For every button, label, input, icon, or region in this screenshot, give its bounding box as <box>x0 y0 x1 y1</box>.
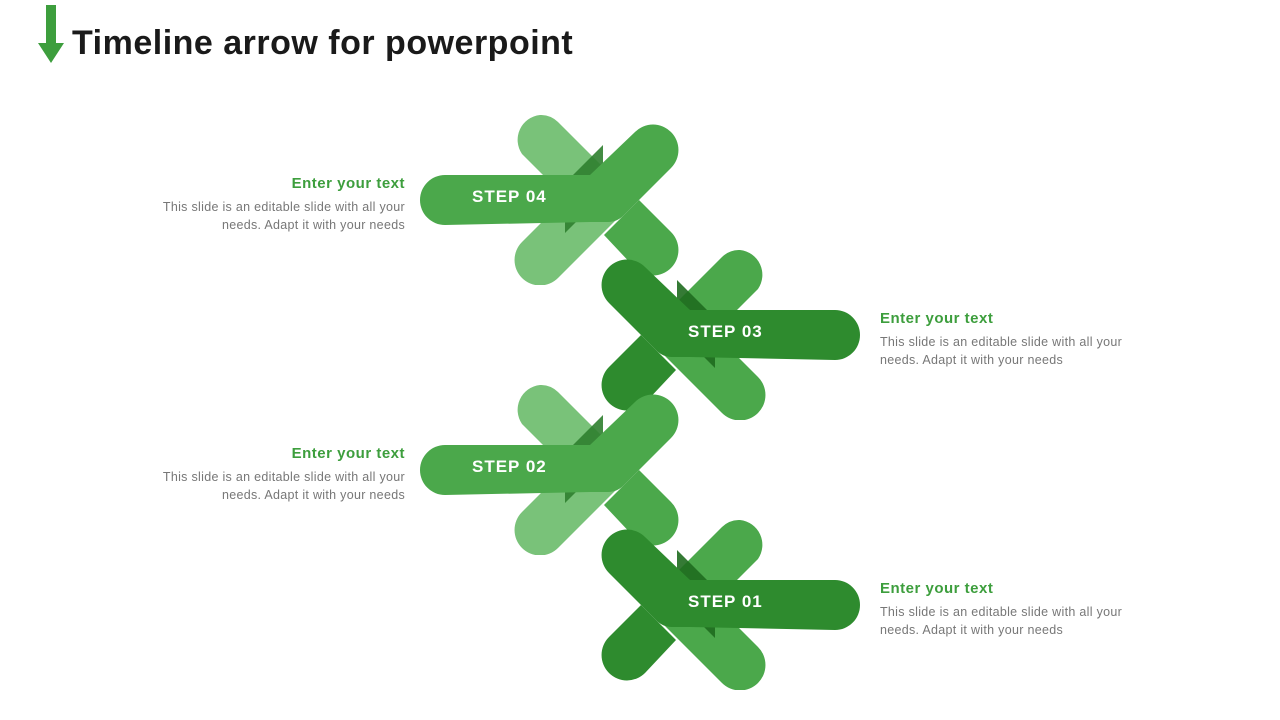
step-label-1: STEP 01 <box>688 592 763 612</box>
step-text-4: Enter your text This slide is an editable… <box>145 175 405 234</box>
step-heading-1: Enter your text <box>880 580 1140 597</box>
step-text-3: Enter your text This slide is an editable… <box>880 310 1140 369</box>
step-body-4: This slide is an editable slide with all… <box>145 198 405 234</box>
step-body-2: This slide is an editable slide with all… <box>145 468 405 504</box>
step-label-3: STEP 03 <box>688 322 763 342</box>
step-body-3: This slide is an editable slide with all… <box>880 333 1140 369</box>
title-arrow-icon <box>38 5 64 63</box>
step-label-4: STEP 04 <box>472 187 547 207</box>
step-text-2: Enter your text This slide is an editable… <box>145 445 405 504</box>
step-label-2: STEP 02 <box>472 457 547 477</box>
step-heading-3: Enter your text <box>880 310 1140 327</box>
slide-title: Timeline arrow for powerpoint <box>72 24 573 63</box>
step-body-1: This slide is an editable slide with all… <box>880 603 1140 639</box>
step-heading-2: Enter your text <box>145 445 405 462</box>
step-heading-4: Enter your text <box>145 175 405 192</box>
step-text-1: Enter your text This slide is an editable… <box>880 580 1140 639</box>
